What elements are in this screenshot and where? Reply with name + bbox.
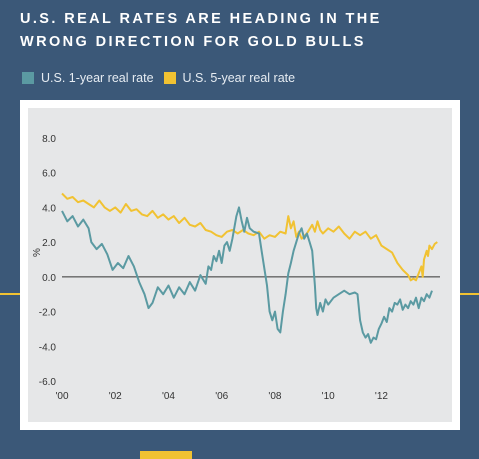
- page-title: U.S. REAL RATES ARE HEADING IN THE WRONG…: [20, 8, 460, 54]
- y-tick-label: -6.0: [39, 377, 57, 388]
- chart-panel: 8.0 6.0 4.0 2.0 0.0 -2.0 -4.0 -6.0 '00 '02 '04 '06 '…: [20, 100, 460, 430]
- title-line-1: U.S. REAL RATES ARE HEADING IN THE: [20, 11, 382, 27]
- series-line-5yr: [61, 192, 438, 282]
- legend-swatch-1yr: [22, 72, 34, 84]
- x-tick-label: '02: [109, 391, 122, 402]
- legend-label-1yr: U.S. 1-year real rate: [41, 71, 154, 85]
- y-tick-label: 6.0: [42, 169, 56, 180]
- left-accent-line: [0, 293, 20, 295]
- right-accent-line: [460, 293, 479, 295]
- x-tick-label: '00: [55, 391, 68, 402]
- legend-swatch-5yr: [163, 72, 176, 84]
- y-tick-label: 2.0: [42, 238, 56, 249]
- series-line-1yr: [61, 206, 433, 344]
- y-axis-label: %: [32, 248, 43, 257]
- y-tick-label: -2.0: [39, 308, 57, 319]
- x-tick-label: '08: [268, 391, 281, 402]
- y-tick-label: 0.0: [42, 273, 56, 284]
- line-chart: 8.0 6.0 4.0 2.0 0.0 -2.0 -4.0 -6.0 '00 '02 '04 '06 '…: [28, 108, 452, 422]
- x-tick-label: '06: [215, 391, 228, 402]
- legend-item-5yr: U.S. 5-year real rate: [163, 71, 296, 85]
- y-tick-label: -4.0: [39, 342, 57, 353]
- legend-label-5yr: U.S. 5-year real rate: [182, 71, 296, 85]
- plot-background: [28, 108, 452, 422]
- y-tick-label: 4.0: [42, 203, 56, 214]
- x-tick-label: '10: [322, 391, 335, 402]
- x-tick-label: '04: [162, 391, 175, 402]
- title-line-2: WRONG DIRECTION FOR GOLD BULLS: [20, 34, 366, 50]
- x-tick-label: '12: [375, 391, 388, 402]
- chart-legend: U.S. 1-year real rate U.S. 5-year real r…: [22, 70, 295, 86]
- legend-item-1yr: U.S. 1-year real rate: [22, 71, 154, 85]
- y-tick-label: 8.0: [42, 134, 56, 145]
- bottom-accent-bar: [140, 451, 192, 459]
